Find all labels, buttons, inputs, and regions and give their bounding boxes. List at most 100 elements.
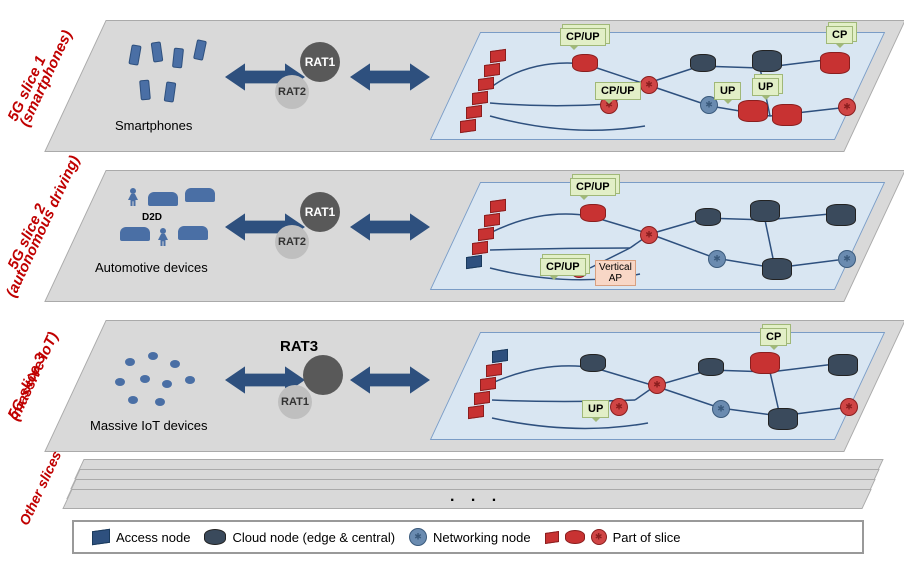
car-icon [185,188,215,202]
gear-icon: RAT2 [275,75,309,109]
cloud-node [762,258,792,280]
other-slices-label: Other slices [16,448,64,527]
slice-3-label-line2: (massive IoT) [6,329,62,423]
car-icon [148,192,178,206]
access-node-red [460,119,476,133]
legend: Access node Cloud node (edge & central) … [72,520,864,554]
cp-up-note: CP/UP [560,28,606,46]
bidirectional-arrow-icon [350,210,430,244]
rat-label: RAT1 [281,396,309,408]
smartphones-label: Smartphones [115,118,192,133]
red-router-icon [591,529,607,545]
access-node-red [490,49,506,63]
red-cyl-icon [565,530,585,544]
bidirectional-arrow-icon [350,60,430,94]
cp-note: CP [760,328,787,346]
cloud-node-red [820,52,850,74]
iot-device-icon [170,360,180,368]
access-node-red [490,199,506,213]
legend-networking-label: Networking node [433,530,531,545]
car-icon [120,227,150,241]
networking-node-red [610,398,628,416]
access-node-red [466,105,482,119]
cp-note: CP [826,26,853,44]
cloud-node-red [772,104,802,126]
access-node [466,255,482,269]
car-icon [178,226,208,240]
rat-label: RAT1 [305,55,335,69]
legend-part-label: Part of slice [613,530,681,545]
automotive-label: Automotive devices [95,260,208,275]
cloud-node [690,54,716,72]
bidirectional-arrow-icon [350,363,430,397]
iot-device-icon [128,396,138,404]
cloud-node [828,354,858,376]
iot-device-icon [115,378,125,386]
cloud-node [580,354,606,372]
cloud-node-red [750,352,780,374]
cloud-node [695,208,721,226]
networking-node-red [648,376,666,394]
access-node-red [478,227,494,241]
access-node-red [484,63,500,77]
legend-part: Part of slice [545,529,681,545]
cloud-node-icon [204,529,226,545]
cloud-node [826,204,856,226]
rat-label: RAT2 [278,236,306,248]
access-node-icon [92,529,110,546]
iot-device-icon [162,380,172,388]
access-node-red [486,363,502,377]
access-node-red [472,91,488,105]
access-node [492,349,508,363]
smartphone-icon [172,48,184,69]
rat-label: RAT1 [305,205,335,219]
gear-icon: RAT2 [275,225,309,259]
gear-icon: RAT1 [278,385,312,419]
access-node-red [484,213,500,227]
cp-up-note: CP/UP [570,178,616,196]
access-node-red [468,405,484,419]
legend-access-label: Access node [116,530,190,545]
iot-device-icon [148,352,158,360]
cloud-node-red [580,204,606,222]
cloud-node [750,200,780,222]
iot-device-icon [155,398,165,406]
networking-node [712,400,730,418]
cloud-node [768,408,798,430]
smartphone-icon [139,80,151,101]
iot-label: Massive IoT devices [90,418,208,433]
cloud-node [752,50,782,72]
legend-networking: Networking node [409,528,531,546]
access-node-red [478,77,494,91]
cp-up-note: CP/UP [595,82,641,100]
iot-device-icon [185,376,195,384]
networking-node-red [838,98,856,116]
legend-cloud: Cloud node (edge & central) [204,529,395,545]
networking-node-red [840,398,858,416]
access-node-red [474,391,490,405]
ellipsis: . . . [450,488,502,506]
cp-up-note: CP/UP [540,258,586,276]
up-note: UP [582,400,609,418]
networking-node-red [640,76,658,94]
cloud-node [698,358,724,376]
cloud-node-red [572,54,598,72]
iot-device-icon [140,375,150,383]
red-cube-icon [545,531,559,544]
pedestrian-icon [158,228,168,246]
d2d-label: D2D [142,212,162,223]
up-note: UP [752,78,779,96]
cloud-node-red [738,100,768,122]
vertical-ap-label: VerticalAP [595,260,636,286]
networking-node [708,250,726,268]
legend-access: Access node [92,530,190,545]
pedestrian-icon [128,188,138,206]
access-node-red [480,377,496,391]
up-note: UP [714,82,741,100]
networking-node-red [640,226,658,244]
networking-node-icon [409,528,427,546]
networking-node [838,250,856,268]
iot-device-icon [125,358,135,366]
legend-cloud-label: Cloud node (edge & central) [232,530,395,545]
access-node-red [472,241,488,255]
